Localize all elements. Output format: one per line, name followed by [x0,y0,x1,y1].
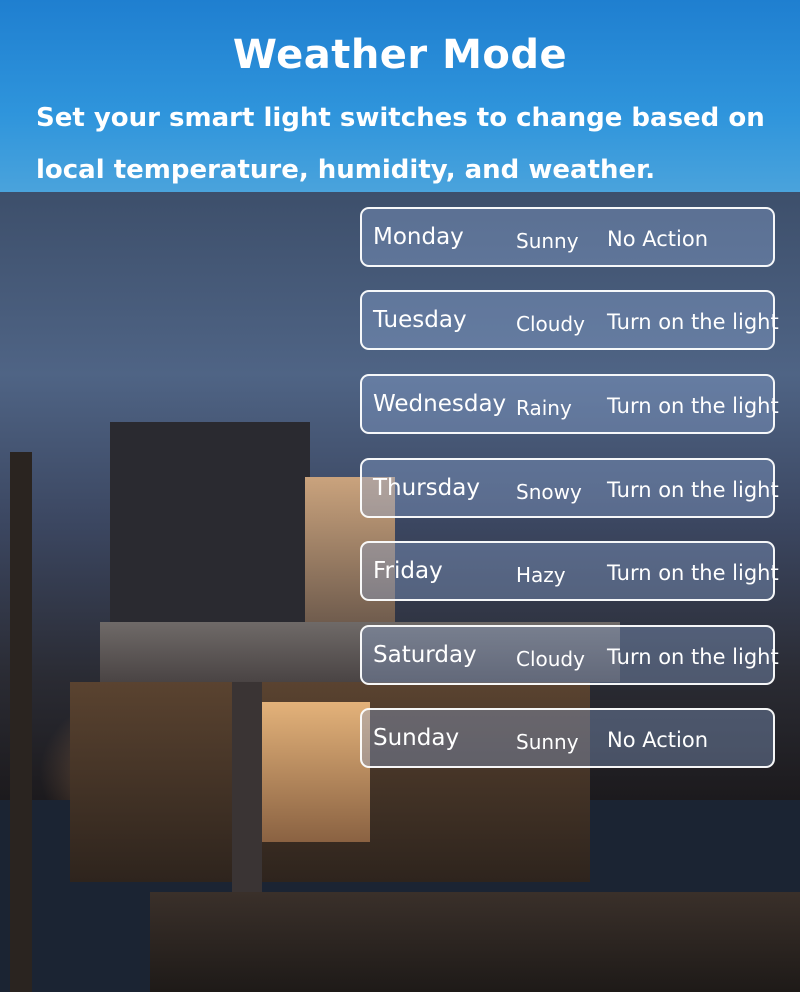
lit-interior [260,702,370,842]
schedule-row-wednesday: Wednesday Rainy Turn on the light [360,374,779,434]
schedule-action: Turn on the light [607,561,779,585]
schedule-action: Turn on the light [607,478,779,502]
schedule-weather: Sunny [516,730,579,754]
page-subtitle: Set your smart light switches to change … [36,103,765,185]
schedule-action: Turn on the light [607,645,779,669]
schedule-weather: Rainy [516,396,572,420]
house-upper-floor [110,422,310,622]
schedule-day: Friday [373,558,443,584]
deck [150,892,800,992]
schedule-day: Tuesday [373,307,467,333]
schedule-day: Monday [373,224,464,250]
house-pillar [232,682,262,892]
house-window [305,477,395,627]
schedule-day: Wednesday [373,391,507,417]
schedule-action: No Action [607,728,709,752]
schedule-row-saturday: Saturday Cloudy Turn on the light [360,625,779,685]
schedule-row-friday: Friday Hazy Turn on the light [360,541,779,601]
schedule-row-sunday: Sunday Sunny No Action [360,708,775,768]
schedule-action: No Action [607,227,709,251]
page-title: Weather Mode [232,32,568,78]
schedule-action: Turn on the light [607,310,779,334]
schedule-weather: Cloudy [516,647,585,671]
palm-tree [10,452,32,992]
schedule-row-monday: Monday Sunny No Action [360,207,775,267]
header-banner: Weather Mode Set your smart light switch… [0,0,800,192]
schedule-weather: Hazy [516,563,566,587]
schedule-weather: Sunny [516,229,579,253]
schedule-day: Sunday [373,725,460,751]
schedule-row-thursday: Thursday Snowy Turn on the light [360,458,779,518]
schedule-action: Turn on the light [607,394,779,418]
schedule-weather: Cloudy [516,312,585,336]
schedule-day: Thursday [373,475,480,501]
schedule-day: Saturday [373,642,477,668]
schedule-row-tuesday: Tuesday Cloudy Turn on the light [360,290,779,350]
schedule-weather: Snowy [516,480,582,504]
